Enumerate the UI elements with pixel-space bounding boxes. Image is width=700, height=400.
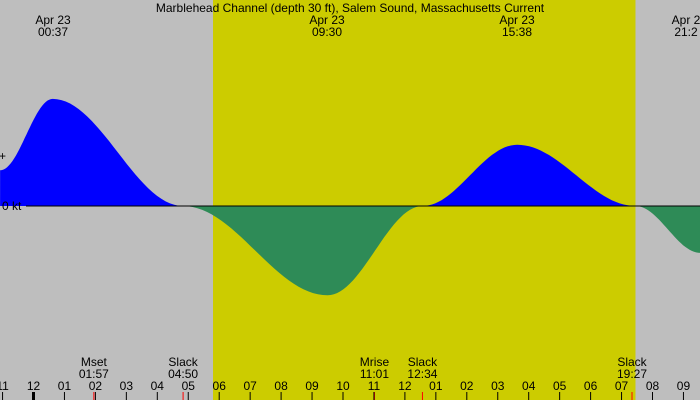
hour-tick-label: 02 [460,379,474,393]
event-label: Slack [408,355,438,369]
hour-tick-label: 09 [305,379,319,393]
event-label: Mrise [360,355,390,369]
flood-area [0,98,700,206]
hour-tick-label: 04 [151,379,165,393]
hour-tick-label: 07 [243,379,257,393]
hour-tick-label: 09 [677,379,691,393]
hour-tick-label: 04 [522,379,536,393]
hour-tick-label: 05 [553,379,567,393]
event-time: 11:01 [360,367,389,381]
extreme-time: 15:38 [502,25,532,39]
hour-tick-label: 08 [274,379,288,393]
extreme-time: 00:37 [38,25,68,39]
event-time: 19:27 [617,367,647,381]
hour-tick-label: 05 [182,379,196,393]
extreme-date: Apr 23 [35,13,71,27]
hour-tick-label: 12 [398,379,412,393]
hour-tick-label: 06 [213,379,227,393]
extreme-date: Apr 2 [672,13,700,27]
extreme-date: Apr 23 [499,13,535,27]
hour-tick-label: 02 [89,379,103,393]
event-label: Slack [617,355,647,369]
hour-tick-label: 03 [491,379,505,393]
event-label: Mset [81,355,108,369]
chart-title: Marblehead Channel (depth 30 ft), Salem … [156,1,545,15]
event-time: 01:57 [79,367,109,381]
hour-tick-label: 06 [584,379,598,393]
event-time: 04:50 [168,367,198,381]
extreme-time: 09:30 [312,25,342,39]
hour-tick-label: 08 [646,379,660,393]
hour-tick-label: 11 [0,379,9,393]
event-time: 12:34 [407,367,437,381]
plus-marker: + [0,149,6,163]
hour-tick-label: 03 [120,379,134,393]
hour-tick-label: 07 [615,379,629,393]
hour-tick-label: 01 [58,379,72,393]
zero-label: 0 kt [2,199,22,213]
hour-tick-label: 12 [27,379,41,393]
hour-tick-label: 01 [429,379,443,393]
hour-tick-label: 10 [336,379,350,393]
extreme-time: 21:2 [674,25,698,39]
hour-tick-label: 11 [368,379,381,393]
ebb-area [0,206,700,296]
event-label: Slack [168,355,198,369]
extreme-date: Apr 23 [309,13,345,27]
